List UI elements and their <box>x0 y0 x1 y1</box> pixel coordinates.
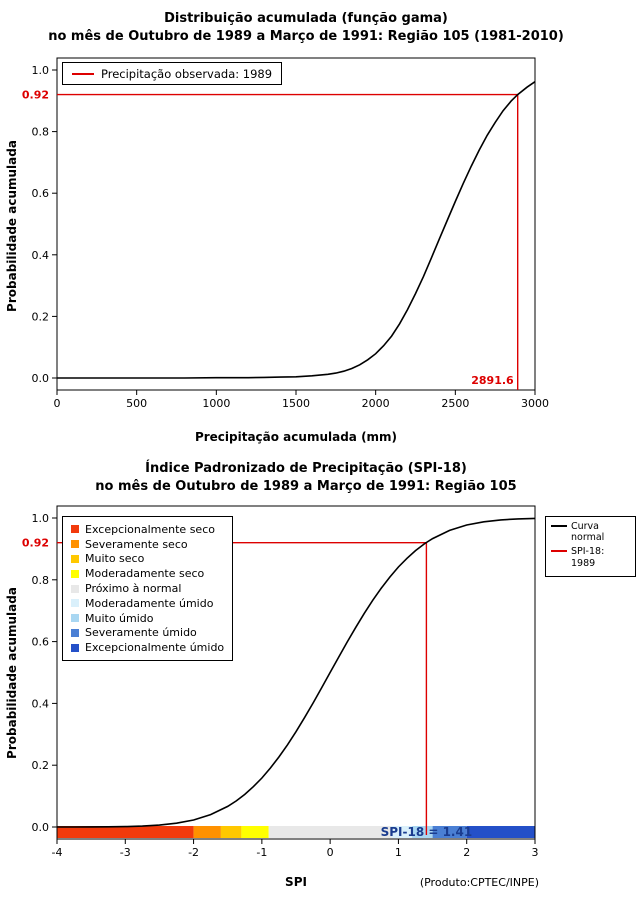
spi-colorbar-segment <box>391 826 413 838</box>
category-color-marker <box>71 540 79 549</box>
x-tick-label: -4 <box>52 846 63 859</box>
observed-precipitation-legend-label: Precipitação observada: 1989 <box>101 66 273 81</box>
spi-category-item: Muito úmido <box>71 611 224 626</box>
observed-precipitation-line-sample <box>72 72 94 75</box>
normal-curve-legend-label: Curva normal <box>571 521 605 544</box>
y-tick-label: 0.8 <box>32 574 50 587</box>
x-tick-label: 2 <box>463 846 470 859</box>
category-label: Muito seco <box>85 552 145 566</box>
x-tick-label: -1 <box>256 846 267 859</box>
y-tick-label: 0.0 <box>32 372 50 385</box>
spi-value-annotation: SPI-18 = 1.41 <box>381 825 473 839</box>
y-tick-label: 0.8 <box>32 126 50 139</box>
y-tick-label: 0.6 <box>32 636 50 649</box>
reference-value-label: 2891.6 <box>471 374 514 387</box>
reference-probability-label: 0.92 <box>22 537 49 550</box>
x-tick-label: 0 <box>327 846 334 859</box>
spi-cdf-plot: Probabilidade acumulada SPI (Produto:CPT… <box>5 505 539 889</box>
observed-precipitation-legend: Precipitação observada: 1989 <box>62 62 283 85</box>
product-credit: (Produto:CPTEC/INPE) <box>420 876 539 889</box>
category-color-marker <box>71 584 79 593</box>
top-x-axis-label: Precipitação acumulada (mm) <box>195 430 397 444</box>
spi-category-item: Excepcionalmente seco <box>71 522 224 537</box>
spi-category-item: Excepcionalmente úmido <box>71 640 224 655</box>
x-tick-label: 1 <box>395 846 402 859</box>
spi-colorbar-segment <box>57 826 194 838</box>
spi-1989-line-sample <box>551 550 567 553</box>
spi-category-item: Severamente seco <box>71 537 224 552</box>
normal-curve-line-sample <box>551 525 567 527</box>
x-tick-label: 3 <box>532 846 539 859</box>
category-color-marker <box>71 614 79 623</box>
x-tick-label: 3000 <box>521 397 549 410</box>
x-tick-label: -3 <box>120 846 131 859</box>
y-tick-label: 1.0 <box>32 64 50 77</box>
category-color-marker <box>71 525 79 534</box>
spi-colorbar-segment <box>220 826 242 838</box>
spi-colorbar-segment <box>432 826 467 838</box>
spi-colorbar-segment <box>466 826 535 838</box>
y-tick-label: 0.2 <box>32 310 50 323</box>
category-label: Moderadamente úmido <box>85 596 214 610</box>
category-color-marker <box>71 554 79 563</box>
spi-chart-section: Índice Padronizado de Precipitação (SPI-… <box>0 455 640 900</box>
category-color-marker <box>71 643 79 652</box>
spi-colorbar-segment <box>268 826 392 838</box>
top-chart-title: Distribuição acumulada (função gama) <box>164 11 448 26</box>
x-tick-label: -2 <box>188 846 199 859</box>
y-tick-label: 0.0 <box>32 821 50 834</box>
spi-colorbar-segment <box>241 826 269 838</box>
category-label: Excepcionalmente úmido <box>85 641 225 655</box>
category-label: Severamente seco <box>85 537 188 551</box>
y-tick-label: 0.4 <box>32 249 50 262</box>
category-label: Muito úmido <box>85 611 154 625</box>
curve-distribui-o-gama-acumulada <box>57 81 536 379</box>
curve-curva-normal <box>57 517 536 828</box>
x-tick-label: 1000 <box>202 397 230 410</box>
x-tick-label: 2500 <box>441 397 469 410</box>
top-chart-subtitle: no mês de Outubro de 1989 a Março de 199… <box>48 29 564 44</box>
spi-category-item: Severamente úmido <box>71 626 224 641</box>
reference-probability-label: 0.92 <box>22 89 49 102</box>
spi-colorbar-segment <box>412 826 433 838</box>
gamma-cdf-plot: Probabilidade acumulada Precipitação acu… <box>5 57 549 444</box>
legend-item-spi-1989: SPI-18: 1989 <box>551 546 630 569</box>
bottom-x-axis-label: SPI <box>285 875 307 889</box>
plot-frame <box>56 505 536 840</box>
spi-category-legend: Excepcionalmente seco Severamente seco Mui… <box>62 516 234 662</box>
spi-colorbar-segment <box>193 826 221 838</box>
category-color-marker <box>71 628 79 637</box>
bottom-y-axis-label: Probabilidade acumulada <box>5 587 19 759</box>
spi-category-item: Moderadamente seco <box>71 566 224 581</box>
x-tick-label: 0 <box>54 397 61 410</box>
top-y-axis-label: Probabilidade acumulada <box>5 140 19 312</box>
bottom-chart-subtitle: no mês de Outubro de 1989 a Março de 199… <box>95 479 517 494</box>
curve-legend: Curva normal SPI-18: 1989 <box>545 516 636 577</box>
category-color-marker <box>71 569 79 578</box>
category-label: Moderadamente seco <box>85 567 205 581</box>
y-tick-label: 1.0 <box>32 512 50 525</box>
x-tick-label: 1500 <box>282 397 310 410</box>
bottom-chart-title: Índice Padronizado de Precipitação (SPI-… <box>145 461 467 476</box>
category-label: Severamente úmido <box>85 626 197 640</box>
category-label: Próximo à normal <box>85 582 182 596</box>
spi-category-item: Próximo à normal <box>71 581 224 596</box>
plot-frame <box>56 57 536 391</box>
legend-item-normal-curve: Curva normal <box>551 521 630 543</box>
y-tick-label: 0.2 <box>32 759 50 772</box>
y-tick-label: 0.6 <box>32 187 50 200</box>
spi-category-item: Moderadamente úmido <box>71 596 224 611</box>
category-label: Excepcionalmente seco <box>85 522 215 536</box>
spi-1989-legend-label: SPI-18: 1989 <box>571 546 605 569</box>
x-tick-label: 2000 <box>362 397 390 410</box>
y-tick-label: 0.4 <box>32 697 50 710</box>
spi-category-item: Muito seco <box>71 552 224 567</box>
x-tick-label: 500 <box>126 397 147 410</box>
category-color-marker <box>71 599 79 608</box>
gamma-distribution-chart-section: Distribuição acumulada (função gama) no … <box>5 11 564 444</box>
